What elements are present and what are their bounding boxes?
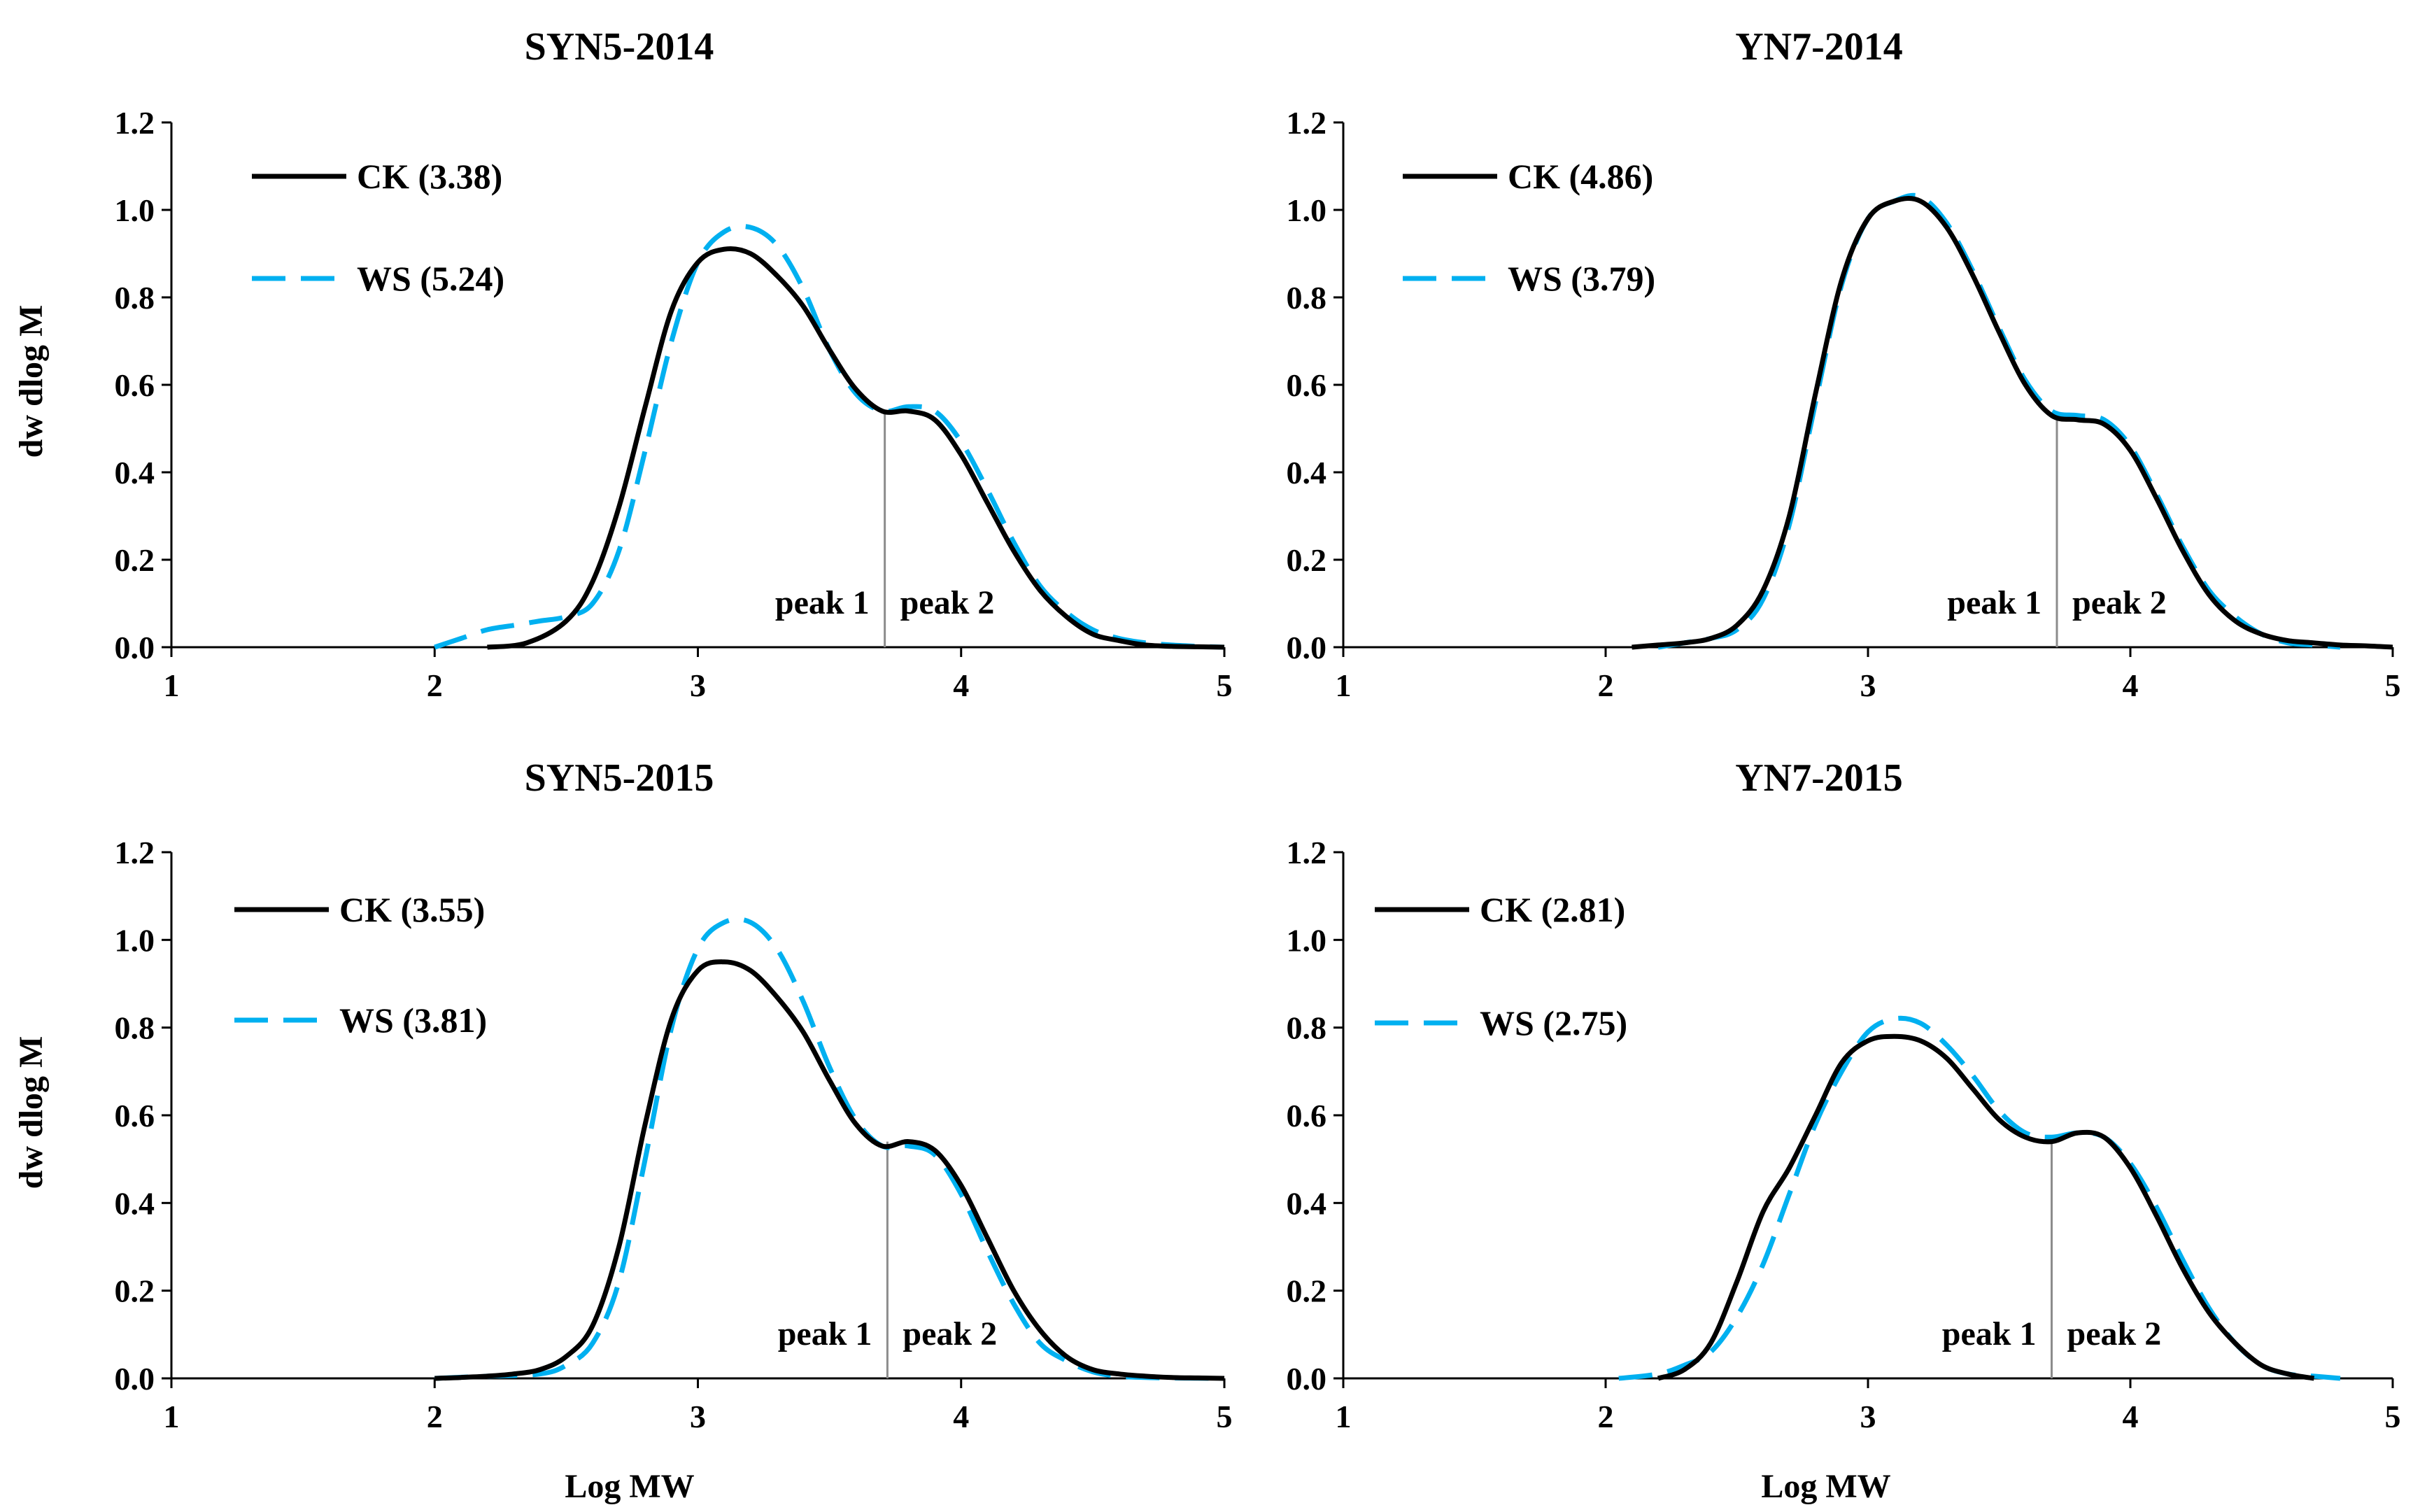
- x-tick-label: 1: [164, 667, 180, 703]
- x-tick-label: 4: [953, 1399, 969, 1434]
- legend-ck-label: CK (4.86): [1508, 157, 1653, 196]
- ck-series-line: [487, 246, 1225, 650]
- panel-yn7-2014: YN7-2014 0.0 0.2 0.4 0.6 0.8 1.0 1.2 1 2 3 4 5 peak 1…: [1287, 25, 2401, 703]
- ck-series-line: [1657, 1033, 2315, 1381]
- y-tick-label: 0.2: [1287, 542, 1327, 578]
- y-tick-label: 0.6: [115, 367, 155, 403]
- y-tick-label: 0.4: [115, 455, 155, 490]
- legend-ws-label: WS (3.79): [1508, 259, 1655, 298]
- y-axis-label-top: dw dlog M: [13, 305, 50, 458]
- peak-1-label: peak 1: [778, 1315, 872, 1352]
- ck-series-line: [434, 959, 1225, 1381]
- x-tick-label: 2: [427, 667, 443, 703]
- peak-2-label: peak 2: [903, 1315, 997, 1352]
- y-tick-label: 0.0: [1287, 1361, 1327, 1397]
- y-tick-label: 0.0: [115, 630, 155, 665]
- ws-series-line: [434, 917, 1225, 1381]
- y-tick-label: 1.2: [115, 835, 155, 870]
- y-tick-label: 0.8: [115, 280, 155, 316]
- y-tick-label: 0.6: [115, 1098, 155, 1133]
- legend-ws-label: WS (3.81): [339, 1001, 487, 1040]
- y-tick-label: 0.8: [115, 1010, 155, 1046]
- panel-syn5-2014: SYN5-2014 0.0 0.2 0.4 0.6 0.8 1.0 1.2 1 2 3 4 5 peak …: [115, 25, 1233, 703]
- y-tick-label: 1.0: [115, 922, 155, 958]
- legend-ck-label: CK (3.55): [339, 890, 485, 929]
- y-tick-label: 0.8: [1287, 1010, 1327, 1046]
- panel-syn5-2015: SYN5-2015 0.0 0.2 0.4 0.6 0.8 1.0 1.2 1 2 3 4 5 peak …: [115, 756, 1233, 1434]
- legend-ws-label: WS (5.24): [357, 259, 504, 298]
- x-tick-label: 1: [164, 1399, 180, 1434]
- x-axis-label-left: Log MW: [565, 1468, 694, 1505]
- x-tick-label: 5: [2385, 667, 2401, 703]
- y-tick-label: 0.6: [1287, 367, 1327, 403]
- peak-2-label: peak 2: [2072, 584, 2167, 621]
- x-tick-label: 5: [2385, 1399, 2401, 1434]
- y-tick-label: 1.2: [1287, 835, 1327, 870]
- y-tick-label: 1.0: [115, 192, 155, 228]
- legend-ws-label: WS (2.75): [1480, 1003, 1627, 1043]
- x-tick-label: 2: [1598, 667, 1614, 703]
- x-tick-label: 1: [1336, 667, 1352, 703]
- peak-1-label: peak 1: [1947, 584, 2042, 621]
- ws-series-line: [1657, 192, 2341, 650]
- x-tick-label: 3: [690, 667, 706, 703]
- x-axis-label-right: Log MW: [1761, 1468, 1890, 1505]
- x-tick-label: 4: [953, 667, 969, 703]
- chart-title: YN7-2014: [1735, 25, 1903, 69]
- x-tick-label: 1: [1336, 1399, 1352, 1434]
- y-tick-label: 1.0: [1287, 192, 1327, 228]
- y-tick-label: 1.2: [1287, 105, 1327, 141]
- x-tick-label: 3: [1860, 667, 1876, 703]
- y-tick-label: 0.2: [1287, 1273, 1327, 1309]
- x-tick-label: 3: [1860, 1399, 1876, 1434]
- ws-series-line: [434, 223, 1225, 650]
- peak-1-label: peak 1: [1942, 1315, 2037, 1352]
- x-tick-label: 5: [1217, 667, 1233, 703]
- chart-title: SYN5-2014: [525, 25, 714, 69]
- panel-yn7-2015: YN7-2015 0.0 0.2 0.4 0.6 0.8 1.0 1.2 1 2 3 4 5 peak 1…: [1287, 756, 2401, 1434]
- y-tick-label: 0.2: [115, 1273, 155, 1309]
- peak-1-label: peak 1: [775, 584, 870, 621]
- x-tick-label: 3: [690, 1399, 706, 1434]
- y-tick-label: 0.0: [115, 1361, 155, 1397]
- x-tick-label: 4: [2123, 1399, 2139, 1434]
- y-tick-label: 0.8: [1287, 280, 1327, 316]
- y-tick-label: 0.6: [1287, 1098, 1327, 1133]
- legend-ck-label: CK (2.81): [1480, 890, 1625, 929]
- y-tick-label: 1.0: [1287, 922, 1327, 958]
- x-tick-label: 2: [427, 1399, 443, 1434]
- y-tick-label: 0.2: [115, 542, 155, 578]
- y-tick-label: 0.4: [1287, 1185, 1327, 1221]
- y-tick-label: 1.2: [115, 105, 155, 141]
- y-axis-label-bottom: dw dlog M: [13, 1036, 50, 1189]
- chart-title: SYN5-2015: [525, 756, 714, 800]
- y-tick-label: 0.4: [115, 1185, 155, 1221]
- peak-2-label: peak 2: [2067, 1315, 2162, 1352]
- x-tick-label: 5: [1217, 1399, 1233, 1434]
- y-tick-label: 0.4: [1287, 455, 1327, 490]
- x-tick-label: 4: [2123, 667, 2139, 703]
- peak-2-label: peak 2: [900, 584, 995, 621]
- x-tick-label: 2: [1598, 1399, 1614, 1434]
- chart-title: YN7-2015: [1735, 756, 1903, 800]
- legend-ck-label: CK (3.38): [357, 157, 502, 196]
- ck-series-line: [1632, 196, 2393, 650]
- y-tick-label: 0.0: [1287, 630, 1327, 665]
